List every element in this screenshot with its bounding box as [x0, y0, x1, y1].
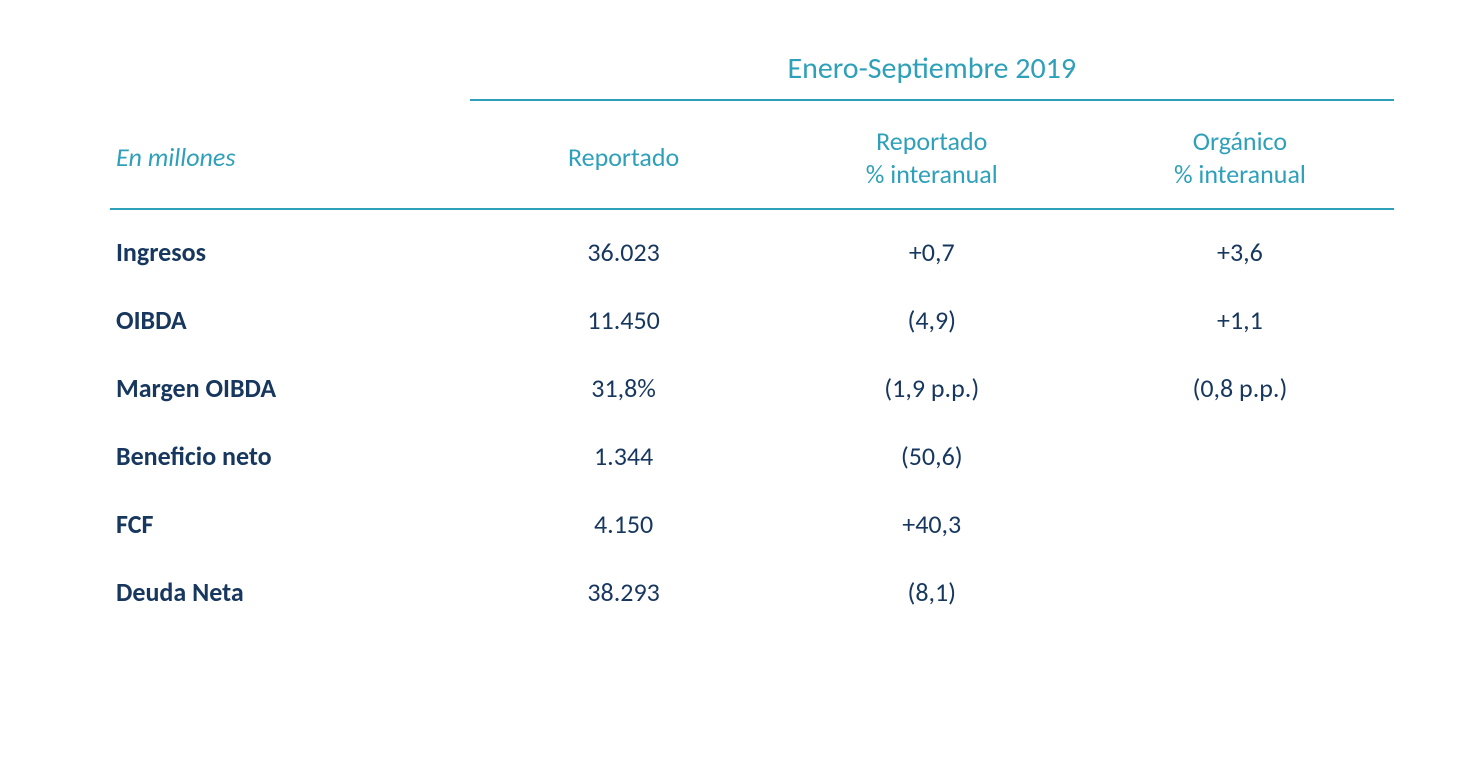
- col-header-reportado-yoy-line1: Reportado: [876, 125, 987, 157]
- cell-reportado: 36.023: [470, 209, 778, 286]
- col-header-reportado-yoy-line2: % interanual: [866, 158, 998, 190]
- period-title: Enero-Septiembre 2019: [470, 50, 1394, 100]
- table-row: Beneficio neto 1.344 (50,6): [110, 422, 1394, 490]
- cell-organico-yoy: [1086, 422, 1394, 490]
- cell-reportado-yoy: +0,7: [778, 209, 1086, 286]
- table-row: OIBDA 11.450 (4,9) +1,1: [110, 286, 1394, 354]
- cell-organico-yoy: +1,1: [1086, 286, 1394, 354]
- cell-reportado: 38.293: [470, 558, 778, 626]
- cell-reportado: 31,8%: [470, 354, 778, 422]
- cell-organico-yoy: [1086, 490, 1394, 558]
- table-row: Ingresos 36.023 +0,7 +3,6: [110, 209, 1394, 286]
- col-header-organico-yoy-line2: % interanual: [1174, 158, 1306, 190]
- financial-table: Enero-Septiembre 2019 En millones Report…: [110, 50, 1394, 626]
- table-row: Margen OIBDA 31,8% (1,9 p.p.) (0,8 p.p.): [110, 354, 1394, 422]
- col-header-organico-yoy-line1: Orgánico: [1193, 125, 1287, 157]
- cell-reportado-yoy: (1,9 p.p.): [778, 354, 1086, 422]
- cell-reportado-yoy: +40,3: [778, 490, 1086, 558]
- metric-label: Ingresos: [110, 209, 470, 286]
- cell-organico-yoy: [1086, 558, 1394, 626]
- table-body: Ingresos 36.023 +0,7 +3,6 OIBDA 11.450 (…: [110, 209, 1394, 626]
- metric-label: Deuda Neta: [110, 558, 470, 626]
- col-header-organico-yoy: Orgánico % interanual: [1086, 100, 1394, 209]
- col-header-reportado-line1: Reportado: [568, 141, 679, 173]
- metric-label: Beneficio neto: [110, 422, 470, 490]
- cell-reportado-yoy: (4,9): [778, 286, 1086, 354]
- period-title-spacer: [110, 50, 470, 100]
- table-row: Deuda Neta 38.293 (8,1): [110, 558, 1394, 626]
- metric-label: Margen OIBDA: [110, 354, 470, 422]
- cell-reportado: 11.450: [470, 286, 778, 354]
- period-title-row: Enero-Septiembre 2019: [110, 50, 1394, 100]
- table-row: FCF 4.150 +40,3: [110, 490, 1394, 558]
- units-label: En millones: [110, 100, 470, 209]
- col-header-reportado-yoy: Reportado % interanual: [778, 100, 1086, 209]
- cell-organico-yoy: +3,6: [1086, 209, 1394, 286]
- cell-reportado-yoy: (50,6): [778, 422, 1086, 490]
- metric-label: FCF: [110, 490, 470, 558]
- column-header-row: En millones Reportado Reportado % intera…: [110, 100, 1394, 209]
- cell-organico-yoy: (0,8 p.p.): [1086, 354, 1394, 422]
- col-header-reportado: Reportado: [470, 100, 778, 209]
- cell-reportado: 1.344: [470, 422, 778, 490]
- metric-label: OIBDA: [110, 286, 470, 354]
- cell-reportado-yoy: (8,1): [778, 558, 1086, 626]
- cell-reportado: 4.150: [470, 490, 778, 558]
